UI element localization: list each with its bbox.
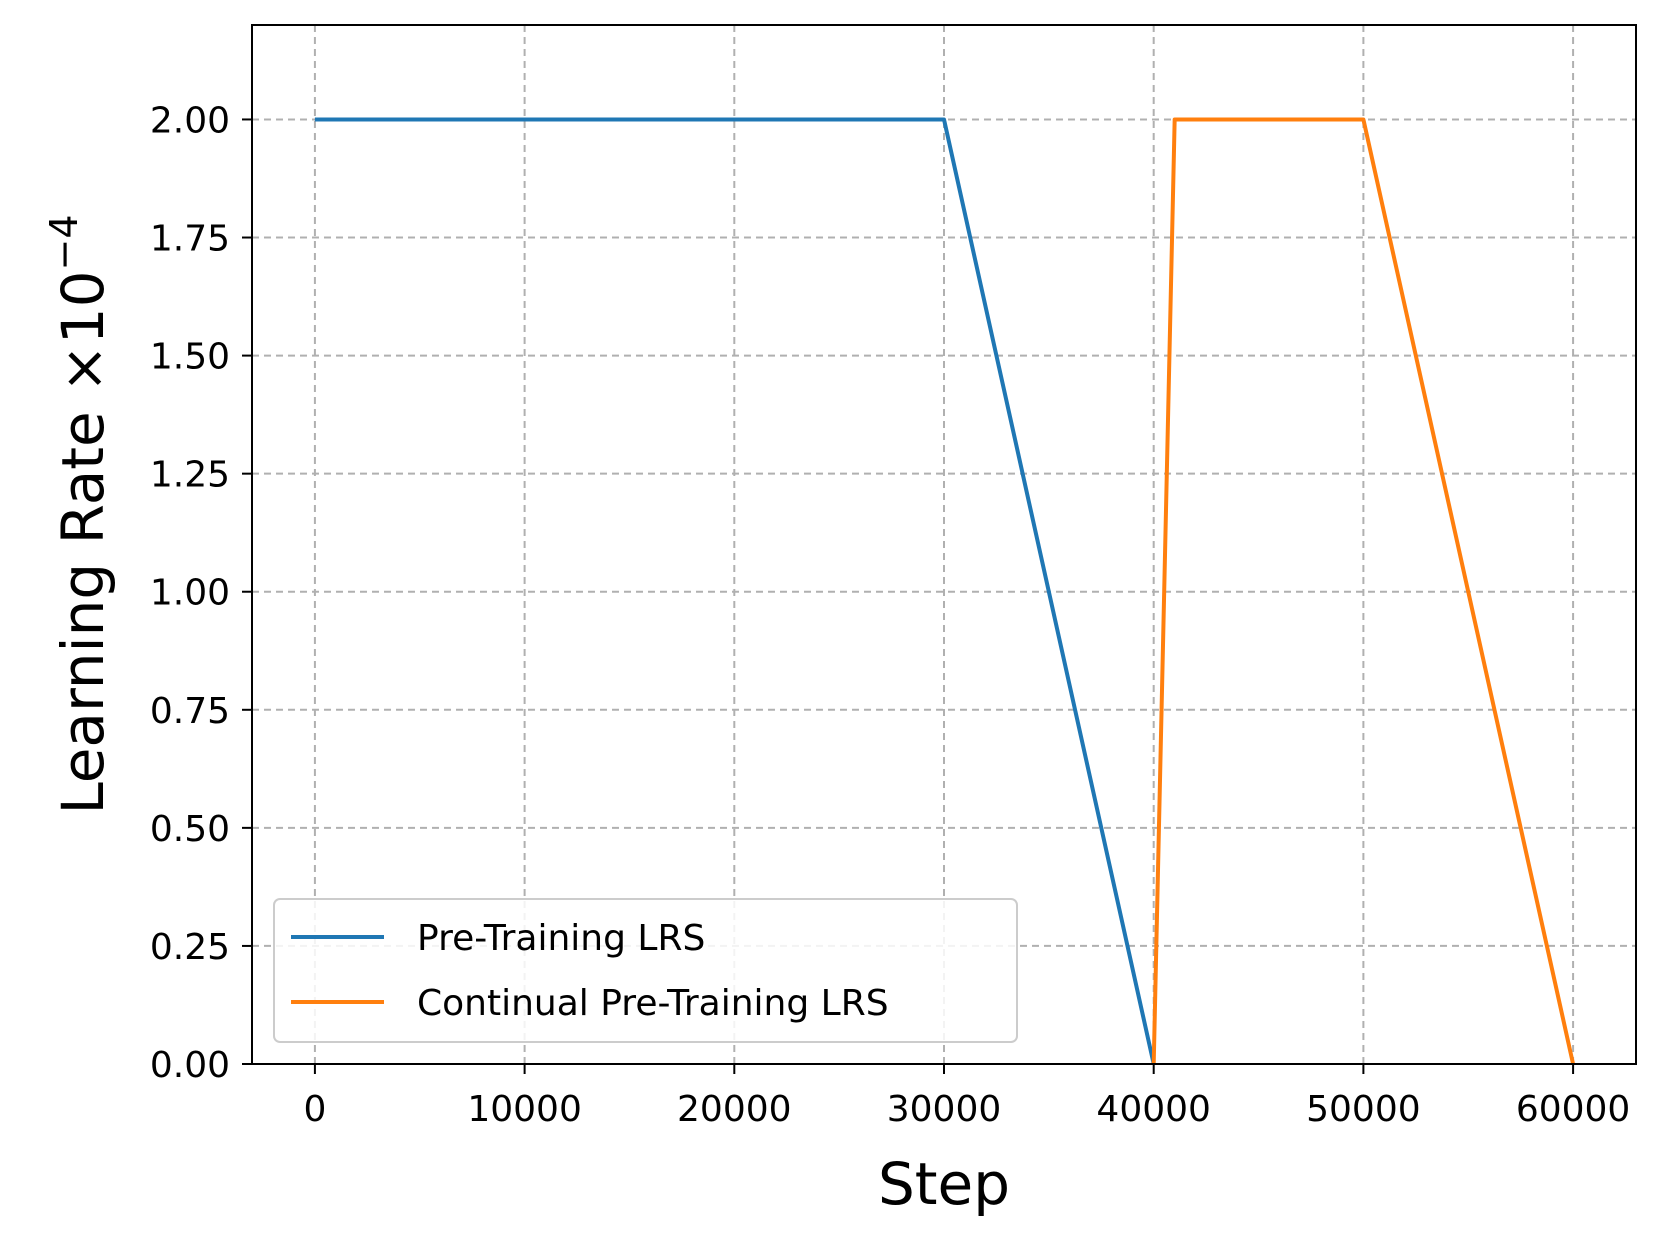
axis-ticks: 0 10000 20000 30000 40000 50000 60000 0.00 0.25 0… <box>150 100 1631 1130</box>
x-tick-label: 50000 <box>1306 1089 1421 1130</box>
series-line-1 <box>314 117 1156 1065</box>
x-tick-label: 40000 <box>1096 1089 1211 1130</box>
series-lines <box>314 117 1576 1065</box>
x-tick-label: 60000 <box>1516 1089 1631 1130</box>
y-tick-label: 1.00 <box>150 573 230 614</box>
y-axis-title-exponent: −4 <box>42 214 86 270</box>
x-tick-label: 10000 <box>467 1089 582 1130</box>
y-tick-label: 1.75 <box>150 219 230 260</box>
legend: Pre-Training LRS Continual Pre-Training L… <box>273 898 1018 1043</box>
y-tick-label: 1.50 <box>150 337 230 378</box>
legend-box <box>273 898 1018 1043</box>
y-tick-label: 0.00 <box>150 1045 230 1086</box>
series-line-2 <box>1151 117 1576 1065</box>
legend-label-2: Continual Pre-Training LRS <box>417 983 889 1024</box>
y-tick-label: 2.00 <box>150 100 230 141</box>
y-tick-label: 1.25 <box>150 455 230 496</box>
x-axis-title: Step <box>878 1150 1010 1218</box>
x-tick-label: 30000 <box>887 1089 1002 1130</box>
y-tick-label: 0.75 <box>150 691 230 732</box>
x-tick-label: 0 <box>303 1089 326 1130</box>
y-tick-label: 0.50 <box>150 809 230 850</box>
y-axis-title-text: Learning Rate ×10 <box>49 270 117 814</box>
y-tick-label: 0.25 <box>150 927 230 968</box>
x-tick-label: 20000 <box>677 1089 792 1130</box>
legend-label-1: Pre-Training LRS <box>417 918 705 959</box>
y-axis-title: Learning Rate ×10−4 <box>42 214 117 814</box>
